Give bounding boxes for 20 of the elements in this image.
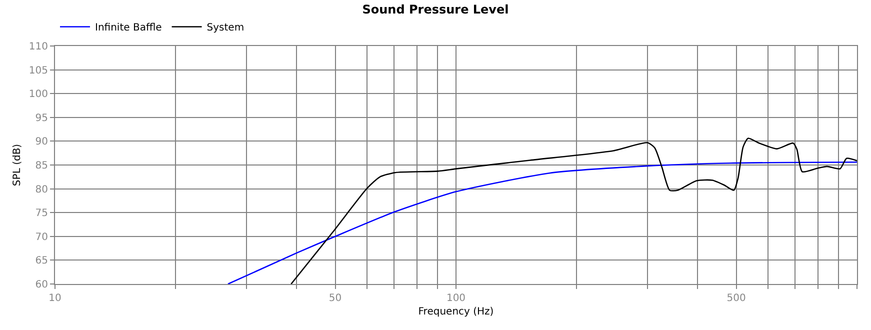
x-tick-label: 100 — [446, 293, 466, 304]
legend-label: System — [206, 22, 244, 34]
legend-label: Infinite Baffle — [95, 22, 162, 34]
y-tick-label: 90 — [35, 136, 48, 148]
y-tick-label: 80 — [35, 184, 48, 196]
y-tick-label: 100 — [28, 89, 48, 100]
y-axis-title: SPL (dB) — [12, 144, 23, 186]
y-tick-label: 70 — [35, 232, 48, 243]
y-tick-label: 95 — [35, 112, 48, 124]
y-tick-label: 65 — [35, 256, 48, 267]
x-tick-label: 500 — [726, 293, 746, 304]
y-tick-label: 110 — [28, 42, 48, 52]
y-tick-label: 105 — [28, 65, 48, 76]
chart-title: Sound Pressure Level — [362, 2, 509, 16]
x-axis-title: Frequency (Hz) — [418, 306, 494, 318]
y-tick-label: 60 — [35, 280, 48, 290]
y-tick-label: 75 — [35, 208, 48, 220]
y-tick-label: 85 — [35, 160, 48, 172]
x-tick-label: 10 — [48, 293, 62, 304]
x-tick-label: 50 — [328, 293, 342, 304]
